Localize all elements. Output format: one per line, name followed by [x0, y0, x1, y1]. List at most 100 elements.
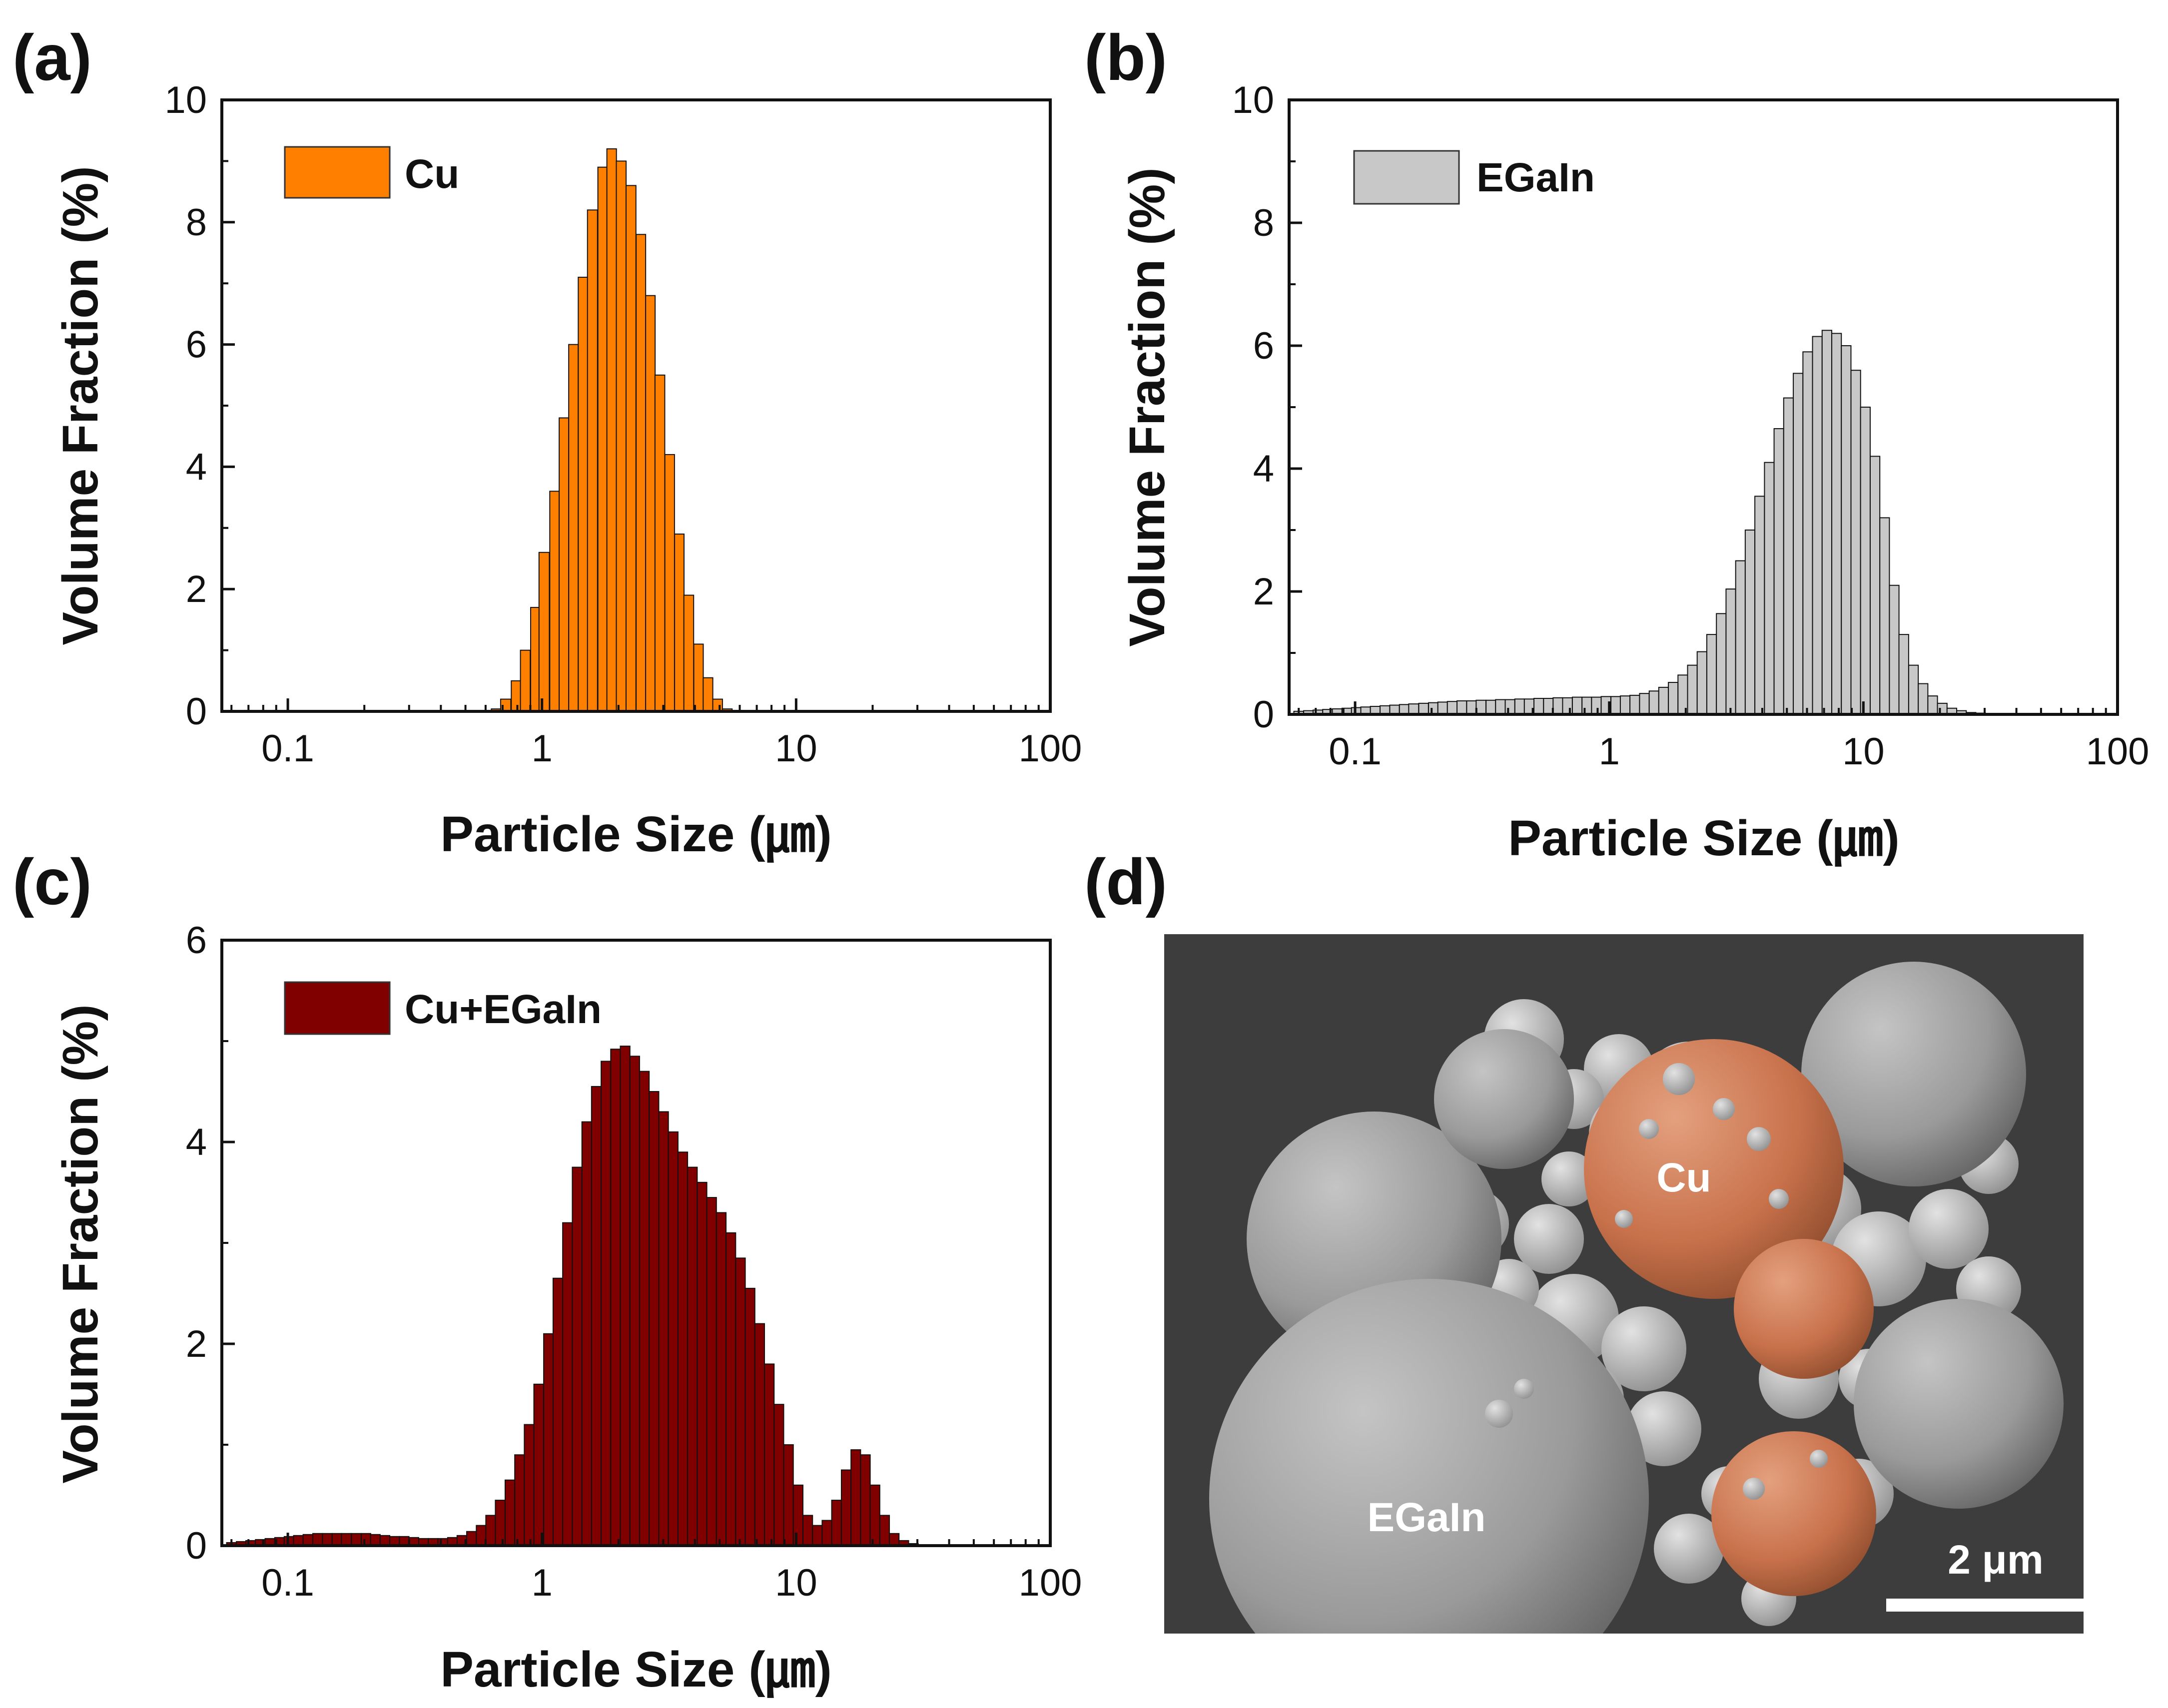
y-tick-label-a-1: 2: [186, 568, 207, 610]
bar-b-57: [1841, 346, 1851, 714]
bar-b-50: [1774, 429, 1784, 714]
bar-c-55: [755, 1324, 764, 1546]
scale-bar: [1886, 1599, 2106, 1612]
bar-b-12: [1409, 704, 1419, 714]
bar-b-43: [1707, 634, 1716, 714]
bar-b-30: [1582, 697, 1591, 714]
bar-c-47: [678, 1152, 688, 1546]
x-tick-label-c-2: 10: [775, 1562, 817, 1604]
bar-b-19: [1476, 700, 1486, 714]
bar-b-26: [1543, 698, 1553, 714]
bar-b-14: [1429, 703, 1438, 714]
bar-b-47: [1745, 530, 1755, 714]
bar-b-39: [1668, 682, 1678, 714]
bar-a-13: [616, 161, 626, 711]
bar-c-28: [495, 1500, 505, 1546]
bar-a-9: [578, 277, 588, 711]
bar-b-55: [1822, 330, 1832, 714]
bar-c-60: [803, 1515, 812, 1546]
bar-b-13: [1419, 703, 1428, 714]
panel-label-a: (a): [12, 21, 92, 94]
bar-b-60: [1870, 456, 1880, 714]
bar-c-45: [659, 1112, 668, 1546]
sem-label-cu: Cu: [1656, 1155, 1711, 1200]
legend-label-egain: EGaIn: [1476, 155, 1595, 200]
bar-b-61: [1880, 518, 1889, 714]
panel-label-d: (d): [1084, 845, 1167, 918]
bar-a-4: [531, 607, 540, 711]
panel-c-chart: (c) 0.1 1 10 100 0 2 4 6 Cu+EGaIn Particle Size…: [12, 845, 1082, 1699]
bar-b-41: [1688, 665, 1697, 714]
bar-b-36: [1639, 693, 1649, 714]
bar-c-8: [303, 1535, 313, 1546]
bar-c-25: [467, 1532, 476, 1546]
bar-c-27: [486, 1515, 495, 1546]
panel-label-c: (c): [12, 845, 92, 918]
y-tick-label-a-2: 4: [186, 446, 207, 488]
y-axis-label-b: Volume Fraction (%): [1119, 167, 1175, 646]
x-tick-label-a-2: 10: [775, 727, 817, 770]
bar-a-5: [539, 553, 550, 711]
bar-c-56: [764, 1364, 774, 1546]
y-tick-label-b-3: 6: [1253, 325, 1274, 367]
bar-c-57: [774, 1404, 783, 1546]
bar-c-43: [640, 1072, 649, 1546]
bar-a-3: [521, 650, 531, 711]
bar-b-18: [1466, 701, 1476, 714]
y-tick-label-b-5: 10: [1232, 79, 1274, 121]
bar-a-20: [684, 595, 694, 711]
bar-b-28: [1562, 698, 1572, 714]
bar-c-65: [851, 1450, 860, 1546]
legend-swatch-egain: [1354, 151, 1459, 204]
panel-b-chart: (b) 0.1 1 10 100 0 2 4 6 8 10 EGaIn Particle Size…: [1084, 21, 2149, 867]
bar-b-17: [1457, 701, 1466, 714]
y-tick-label-c-1: 2: [186, 1323, 207, 1365]
bar-c-11: [332, 1534, 342, 1546]
bar-b-31: [1591, 697, 1601, 714]
bar-b-64: [1909, 665, 1918, 714]
bar-c-41: [621, 1046, 630, 1546]
scale-bar-label: 2 μm: [1948, 1537, 2043, 1583]
y-axis-label-a: Volume Fraction (%): [52, 166, 108, 645]
bar-b-66: [1928, 696, 1937, 714]
bar-c-64: [841, 1470, 851, 1546]
bar-b-15: [1438, 702, 1447, 714]
bar-a-6: [550, 491, 559, 711]
y-tick-label-a-5: 10: [164, 79, 207, 121]
bar-c-54: [745, 1288, 755, 1546]
y-axis-label-c: Volume Fraction (%): [52, 1004, 108, 1483]
bar-b-63: [1899, 634, 1909, 714]
bar-c-50: [707, 1197, 717, 1546]
bar-b-35: [1630, 695, 1639, 714]
figure: (a) 0.1 1 10 1000246810 Cu Particle Size (㎛…: [0, 0, 2168, 1708]
bar-a-21: [694, 644, 704, 711]
x-axis-label-b: Particle Size (㎛): [1508, 810, 1900, 867]
x-axis-label-c: Particle Size (㎛): [440, 1642, 832, 1699]
x-tick-label-a-1: 1: [532, 727, 553, 770]
y-tick-label-c-3: 6: [186, 919, 207, 962]
bar-c-14: [361, 1534, 371, 1546]
bar-b-37: [1649, 691, 1659, 714]
bar-c-46: [669, 1132, 678, 1546]
bar-c-66: [860, 1455, 870, 1546]
bar-c-34: [553, 1278, 563, 1546]
bar-b-44: [1716, 613, 1726, 714]
bar-c-13: [351, 1534, 361, 1546]
bar-b-67: [1938, 703, 1947, 714]
bar-b-21: [1495, 699, 1505, 714]
bar-c-48: [688, 1167, 697, 1546]
egain-sphere-bottom-left: [1209, 1279, 1649, 1708]
bar-b-23: [1515, 699, 1524, 714]
bar-a-10: [588, 210, 598, 711]
x-tick-label-b-1: 1: [1599, 730, 1620, 773]
bar-a-2: [511, 681, 521, 711]
panel-label-b: (b): [1084, 21, 1167, 94]
bar-c-9: [313, 1534, 322, 1546]
bar-b-22: [1505, 699, 1515, 714]
bar-c-7: [294, 1536, 303, 1546]
bar-c-36: [572, 1167, 582, 1546]
bar-c-58: [784, 1445, 793, 1546]
bar-c-69: [889, 1534, 899, 1546]
bar-b-48: [1755, 496, 1764, 714]
bar-a-23: [713, 699, 723, 711]
